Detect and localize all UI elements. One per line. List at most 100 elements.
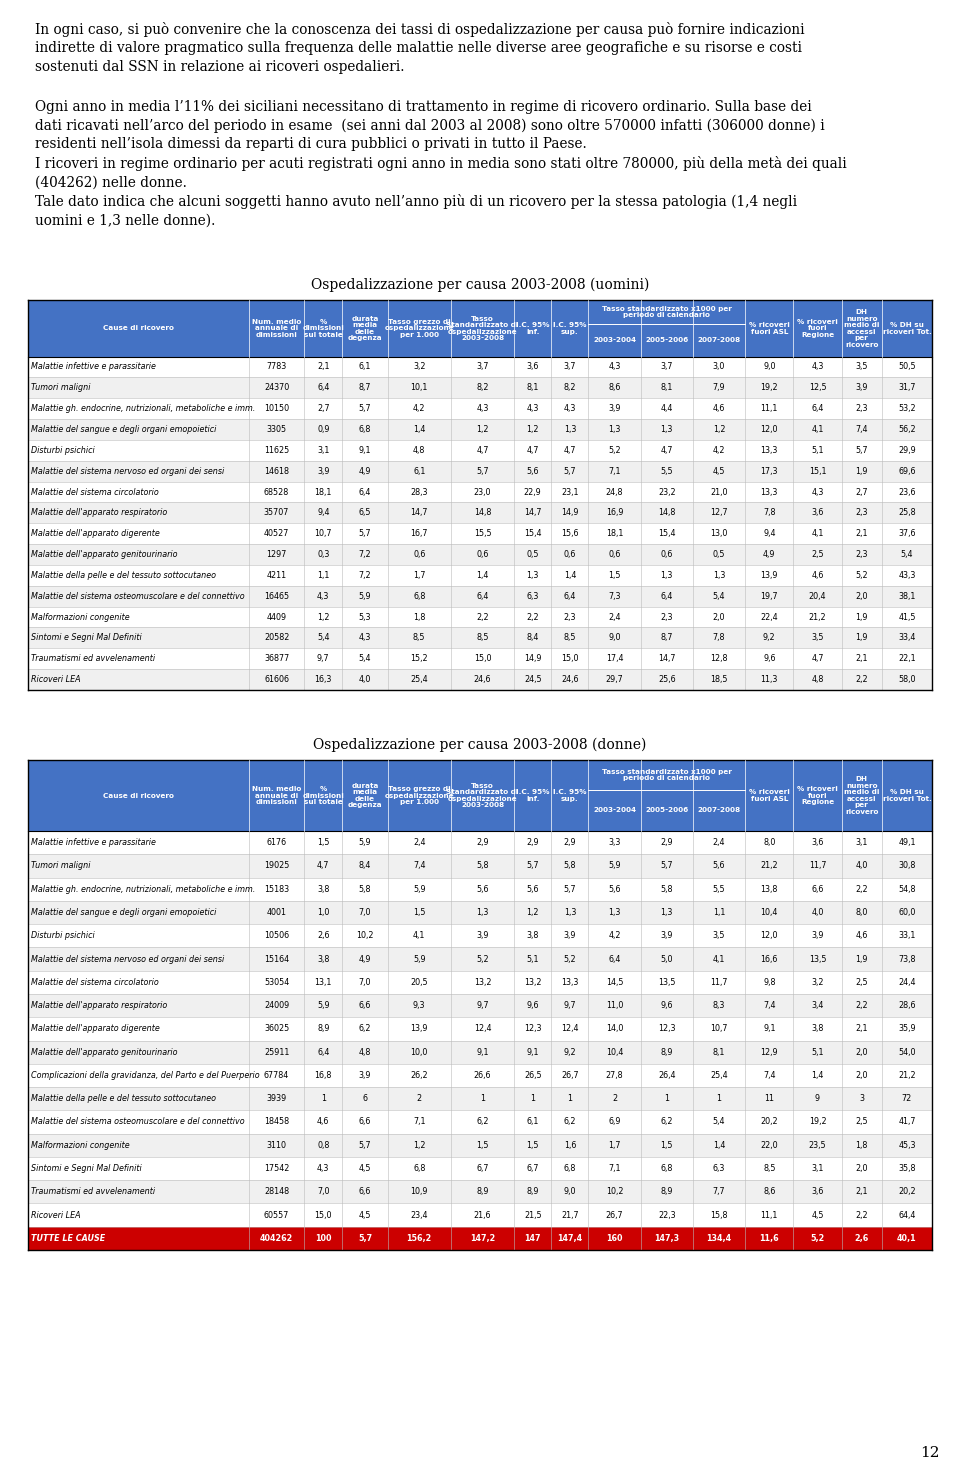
Text: 4,6: 4,6 [713,404,725,413]
Text: 25,6: 25,6 [658,675,676,684]
Text: 14,9: 14,9 [524,654,541,663]
Text: 9,1: 9,1 [476,1048,489,1057]
Text: 6,2: 6,2 [564,1117,576,1126]
Text: 14,7: 14,7 [658,654,676,663]
Text: 21,2: 21,2 [808,613,827,622]
Text: 12,0: 12,0 [760,931,778,940]
Text: 4,0: 4,0 [811,909,824,918]
Text: Malattie gh. endocrine, nutrizionali, metaboliche e imm.: Malattie gh. endocrine, nutrizionali, me… [31,404,255,413]
Text: 10,4: 10,4 [760,909,778,918]
Text: 19,7: 19,7 [760,592,779,601]
Bar [28,502,932,524]
Text: 7,4: 7,4 [763,1000,776,1011]
Text: 1,3: 1,3 [476,909,489,918]
Text: Malattie dell'apparato genitourinario: Malattie dell'apparato genitourinario [31,551,178,559]
Bar [28,878,932,901]
Text: 24,6: 24,6 [474,675,492,684]
Text: 5,9: 5,9 [413,885,425,894]
Text: 5,8: 5,8 [564,861,576,870]
Text: 6,6: 6,6 [811,885,824,894]
Text: 1,2: 1,2 [713,425,726,434]
Text: 1,4: 1,4 [713,1141,725,1150]
Text: Ricoveri LEA: Ricoveri LEA [31,675,81,684]
Text: 9: 9 [815,1094,820,1103]
Text: 4,3: 4,3 [811,487,824,496]
Text: 2,2: 2,2 [855,885,868,894]
Text: 23,5: 23,5 [808,1141,827,1150]
Text: 4,1: 4,1 [713,955,725,963]
Text: 25,4: 25,4 [710,1072,728,1080]
Text: Tasso standardizzato x1000 per
periodo di calendario: Tasso standardizzato x1000 per periodo d… [602,306,732,318]
Text: 11,1: 11,1 [760,404,778,413]
Text: 1,8: 1,8 [855,1141,868,1150]
Text: I.C. 95%
sup.: I.C. 95% sup. [553,789,587,802]
Text: 64,4: 64,4 [899,1211,916,1220]
Text: 2,2: 2,2 [526,613,540,622]
Text: 9,6: 9,6 [526,1000,539,1011]
Text: 0,9: 0,9 [317,425,329,434]
Text: 23,4: 23,4 [411,1211,428,1220]
Text: 4,8: 4,8 [811,675,824,684]
Text: 2,4: 2,4 [713,838,726,847]
Text: 5,0: 5,0 [660,955,673,963]
Bar [28,1064,932,1088]
Text: 10150: 10150 [264,404,289,413]
Text: 5,7: 5,7 [359,530,372,539]
Text: 5,4: 5,4 [900,551,913,559]
Text: 2,9: 2,9 [526,838,540,847]
Text: Traumatismi ed avvelenamenti: Traumatismi ed avvelenamenti [31,1187,156,1196]
Text: 4,9: 4,9 [359,955,372,963]
Text: 17,3: 17,3 [760,466,778,475]
Text: 5,1: 5,1 [811,445,824,454]
Text: 12,7: 12,7 [710,508,728,518]
Text: 19025: 19025 [264,861,289,870]
Bar [28,1110,932,1134]
Text: 8,5: 8,5 [564,633,576,642]
Text: 9,6: 9,6 [763,654,776,663]
Text: 15,0: 15,0 [315,1211,332,1220]
Text: 3,8: 3,8 [317,955,329,963]
Text: 7,8: 7,8 [713,633,726,642]
Text: 4,5: 4,5 [359,1211,372,1220]
Text: 4,3: 4,3 [609,363,621,371]
Bar [28,481,932,502]
Text: 37,6: 37,6 [899,530,916,539]
Text: 13,8: 13,8 [760,885,778,894]
Text: 3,9: 3,9 [609,404,621,413]
Text: 14,9: 14,9 [562,508,579,518]
Text: 13,3: 13,3 [760,487,778,496]
Text: 3,6: 3,6 [811,508,824,518]
Text: 9,2: 9,2 [763,633,776,642]
Text: 0,6: 0,6 [660,551,673,559]
Text: 15,5: 15,5 [473,530,492,539]
Text: 26,7: 26,7 [561,1072,579,1080]
Text: 54,0: 54,0 [899,1048,916,1057]
Text: 18,1: 18,1 [606,530,623,539]
Text: 11625: 11625 [264,445,289,454]
Text: 23,6: 23,6 [899,487,916,496]
Text: 24,6: 24,6 [562,675,579,684]
Text: 15,0: 15,0 [562,654,579,663]
Text: 5,6: 5,6 [713,861,726,870]
Text: 9,0: 9,0 [609,633,621,642]
Text: 15,0: 15,0 [474,654,492,663]
Text: 8,5: 8,5 [476,633,489,642]
Text: 4,5: 4,5 [359,1165,372,1174]
Text: Ospedalizzazione per causa 2003-2008 (donne): Ospedalizzazione per causa 2003-2008 (do… [313,737,647,752]
Text: 8,5: 8,5 [413,633,425,642]
Bar [28,1088,932,1110]
Text: 4,2: 4,2 [413,404,425,413]
Text: 3,9: 3,9 [317,466,329,475]
Text: 13,2: 13,2 [474,978,492,987]
Text: 6,9: 6,9 [609,1117,621,1126]
Text: 49,1: 49,1 [899,838,916,847]
Bar [28,761,932,832]
Text: 5,9: 5,9 [413,955,425,963]
Text: 22,3: 22,3 [658,1211,676,1220]
Text: 11: 11 [764,1094,775,1103]
Text: %
dimissioni
sul totale: % dimissioni sul totale [302,318,345,337]
Text: 2,0: 2,0 [855,1165,868,1174]
Text: Malattie del sistema nervoso ed organi dei sensi: Malattie del sistema nervoso ed organi d… [31,466,225,475]
Text: 1: 1 [321,1094,325,1103]
Text: 3939: 3939 [267,1094,287,1103]
